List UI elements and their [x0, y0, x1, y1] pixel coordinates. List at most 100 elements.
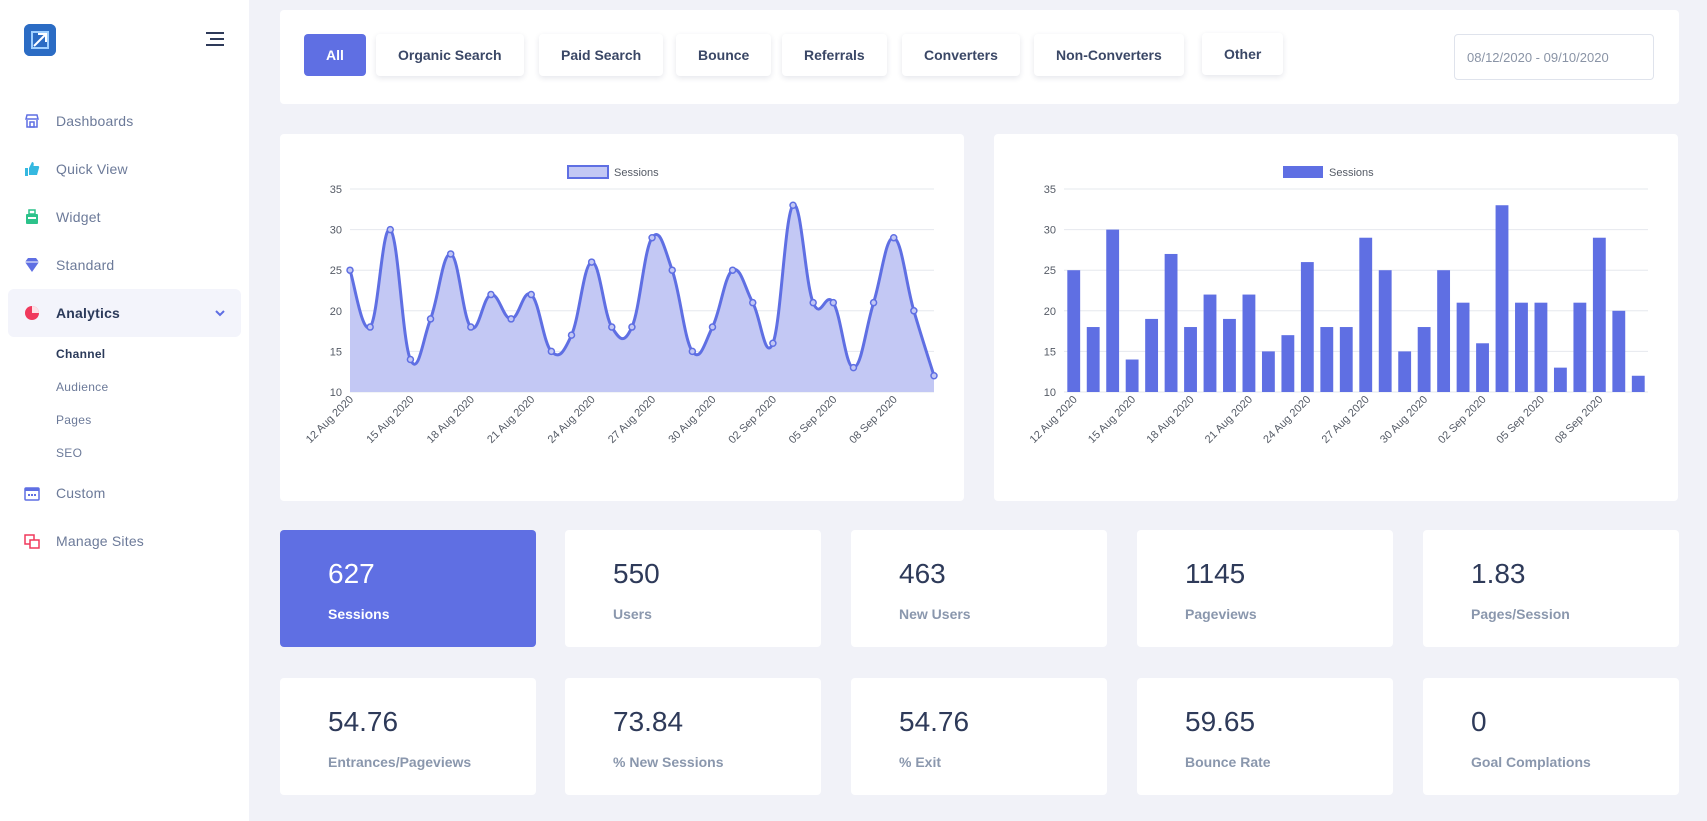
x-tick-label: 21 Aug 2020 [1203, 394, 1255, 446]
filter-other-button[interactable]: Other [1202, 33, 1284, 75]
data-point [648, 233, 656, 242]
y-tick-label: 20 [330, 306, 342, 318]
y-tick-label: 30 [1044, 225, 1056, 237]
calendar-icon [24, 485, 40, 501]
x-tick-label: 15 Aug 2020 [1086, 394, 1138, 446]
kpi-label: New Users [899, 606, 971, 622]
kpi-label: Pages/Session [1471, 606, 1570, 622]
filter-bar: All Organic Search Paid Search Bounce Re… [280, 10, 1679, 104]
filter-bounce-button[interactable]: Bounce [676, 34, 772, 76]
data-point [386, 225, 395, 234]
sidebar-nav: Dashboards Quick View Widget Standard An… [0, 97, 249, 565]
bar [1417, 327, 1431, 392]
bar [1106, 229, 1120, 392]
sessions-area-chart: 10 15 20 25 30 35 Sessions 12 Aug 2020 15 Aug 20… [304, 165, 938, 446]
data-point [769, 339, 777, 348]
y-tick-label: 25 [1044, 265, 1056, 277]
bar [1534, 302, 1548, 392]
bar [1398, 351, 1412, 392]
legend-swatch [1283, 166, 1323, 178]
filter-all-button[interactable]: All [304, 34, 366, 76]
analytics-submenu: Channel Audience Pages SEO [0, 337, 249, 469]
x-tick-label: 12 Aug 2020 [304, 394, 356, 446]
data-point [889, 233, 898, 242]
submenu-item-pages[interactable]: Pages [56, 412, 92, 427]
filter-referrals-button[interactable]: Referrals [782, 34, 887, 76]
bar [1086, 327, 1100, 392]
data-point [749, 298, 757, 307]
sidebar-item-analytics[interactable]: Analytics [8, 289, 241, 337]
bar [1184, 327, 1197, 392]
sidebar-item-dashboards[interactable]: Dashboards [0, 97, 249, 145]
kpi-card-pageviews[interactable]: 1145 Pageviews [1137, 530, 1393, 647]
sessions-bar-chart: 10 15 20 25 30 35 Sessions 12 Aug 2020 15 Aug 20… [1028, 166, 1648, 447]
data-point [426, 315, 435, 323]
date-range-input[interactable] [1454, 34, 1654, 80]
x-tick-label: 12 Aug 2020 [1028, 394, 1080, 446]
pie-chart-icon [24, 305, 40, 321]
data-point [507, 315, 515, 323]
data-point [587, 258, 596, 266]
data-point [487, 290, 495, 299]
kpi-card-pages-per-session[interactable]: 1.83 Pages/Session [1423, 530, 1679, 647]
x-tick-label: 05 Sep 2020 [1494, 394, 1547, 447]
sidebar-item-standard[interactable]: Standard [0, 241, 249, 289]
sidebar-item-label: Dashboards [56, 113, 134, 129]
bar [1261, 351, 1275, 392]
kpi-card-users[interactable]: 550 Users [565, 530, 821, 647]
sites-icon [24, 533, 40, 549]
sidebar-item-quick-view[interactable]: Quick View [0, 145, 249, 193]
kpi-value: 73.84 [613, 706, 684, 737]
app-logo[interactable] [24, 24, 56, 56]
submenu-item-channel[interactable]: Channel [56, 346, 106, 361]
kpi-label: Users [613, 606, 652, 622]
store-icon [24, 113, 40, 129]
kpi-label: Sessions [328, 606, 390, 622]
series-line [348, 203, 936, 377]
filter-non-converters-button[interactable]: Non-Converters [1034, 34, 1184, 76]
kpi-card-exit[interactable]: 54.76 % Exit [851, 678, 1107, 795]
chevron-down-icon[interactable] [213, 306, 227, 320]
filter-paid-search-button[interactable]: Paid Search [539, 34, 664, 76]
kpi-card-new-users[interactable]: 463 New Users [851, 530, 1107, 647]
menu-toggle-icon[interactable] [204, 28, 226, 50]
filter-organic-search-button[interactable]: Organic Search [376, 34, 524, 76]
submenu-item-seo[interactable]: SEO [56, 445, 83, 460]
kpi-card-bounce-rate[interactable]: 59.65 Bounce Rate [1137, 678, 1393, 795]
legend-swatch [567, 165, 609, 179]
bar [1281, 335, 1295, 392]
data-point [809, 298, 817, 307]
submenu-item-audience[interactable]: Audience [56, 379, 109, 394]
x-tick-label: 24 Aug 2020 [1261, 394, 1313, 446]
x-tick-label: 18 Aug 2020 [425, 394, 477, 446]
sidebar-item-manage-sites[interactable]: Manage Sites [0, 517, 249, 565]
data-point [910, 307, 918, 315]
data-point [688, 347, 697, 356]
kpi-label: Entrances/Pageviews [328, 754, 472, 770]
bar [1456, 302, 1470, 392]
kpi-card-sessions[interactable]: 627 Sessions [280, 530, 536, 647]
kpi-card-goal-completions[interactable]: 0 Goal Complations [1423, 678, 1679, 795]
filter-converters-button[interactable]: Converters [902, 34, 1020, 76]
bar [1320, 327, 1334, 392]
kpi-value: 463 [899, 558, 946, 589]
data-point [406, 355, 415, 364]
area-fill [350, 204, 934, 392]
briefcase-icon [24, 209, 40, 225]
bar [1067, 270, 1081, 392]
bar [1339, 327, 1353, 392]
x-tick-label: 15 Aug 2020 [364, 394, 416, 446]
bar [1612, 310, 1626, 392]
kpi-label: % New Sessions [613, 754, 724, 770]
x-tick-label: 08 Sep 2020 [1553, 394, 1606, 447]
sidebar-item-custom[interactable]: Custom [0, 469, 249, 517]
kpi-value: 0 [1471, 706, 1487, 737]
sidebar-item-widget[interactable]: Widget [0, 193, 249, 241]
kpi-card-entrances-pageviews[interactable]: 54.76 Entrances/Pageviews [280, 678, 536, 795]
sidebar-item-label: Standard [56, 257, 115, 273]
kpi-card-new-sessions[interactable]: 73.84 % New Sessions [565, 678, 821, 795]
y-tick-label: 35 [330, 184, 342, 196]
sessions-area-chart-card: 10 15 20 25 30 35 Sessions 12 Aug 2020 15 Aug 20… [280, 134, 964, 501]
sessions-bar-chart-card: 10 15 20 25 30 35 Sessions 12 Aug 2020 15 Aug 20… [994, 134, 1678, 501]
data-point [668, 266, 676, 274]
